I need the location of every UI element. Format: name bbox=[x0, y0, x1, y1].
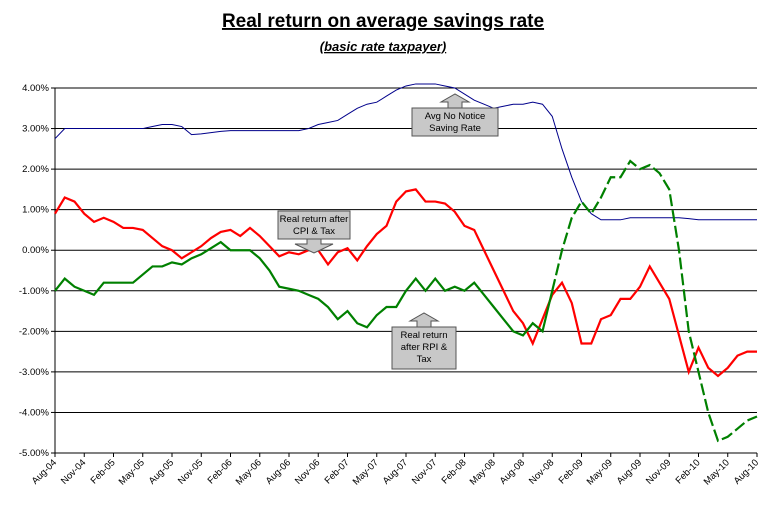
y-tick-label: -5.00% bbox=[19, 448, 50, 459]
series-real-return-rpi-line-dashed bbox=[551, 159, 758, 443]
series-real-return-rpi-line bbox=[54, 240, 554, 337]
x-tick-label: Nov-08 bbox=[527, 457, 556, 486]
y-tick-label: -1.00% bbox=[19, 286, 50, 297]
x-tick-label: Aug-07 bbox=[381, 457, 410, 486]
y-tick-label: 3.00% bbox=[22, 124, 49, 135]
x-tick-label: Feb-07 bbox=[323, 457, 352, 486]
series-lines bbox=[54, 83, 758, 443]
y-tick-label: 2.00% bbox=[22, 164, 49, 175]
y-tick-label: 4.00% bbox=[22, 83, 49, 94]
x-tick-label: May-09 bbox=[585, 457, 615, 487]
x-tick-label: Nov-07 bbox=[410, 457, 439, 486]
y-tick-label: -3.00% bbox=[19, 367, 50, 378]
arrow-up-icon bbox=[408, 312, 440, 328]
x-tick-label: Nov-06 bbox=[293, 457, 322, 486]
arrow-up-icon bbox=[439, 93, 471, 109]
x-tick-label: Feb-10 bbox=[674, 457, 703, 486]
x-tick-label: Nov-05 bbox=[176, 457, 205, 486]
x-tick-label: Aug-06 bbox=[264, 457, 293, 486]
x-tick-label: Aug-04 bbox=[30, 457, 59, 486]
y-tick-label: -4.00% bbox=[19, 407, 50, 418]
callout-box bbox=[277, 210, 351, 240]
arrow-down-icon bbox=[294, 238, 334, 254]
x-tick-label: May-08 bbox=[468, 457, 498, 487]
y-tick-label: -2.00% bbox=[19, 326, 50, 337]
x-tick-label: May-06 bbox=[234, 457, 264, 487]
x-tick-label: Nov-04 bbox=[59, 457, 88, 486]
y-axis-ticks: 4.00% 3.00% 2.00% 1.00% 0.00% -1.00% -2.00% -3.… bbox=[19, 83, 55, 459]
y-tick-label: 0.00% bbox=[22, 245, 49, 256]
callout-text: Avg No Notice bbox=[425, 111, 486, 122]
callout-text: Saving Rate bbox=[429, 123, 481, 134]
callout-box bbox=[391, 326, 457, 370]
y-tick-label: 1.00% bbox=[22, 205, 49, 216]
x-tick-label: Feb-08 bbox=[440, 457, 469, 486]
callout-box bbox=[411, 107, 499, 137]
x-tick-label: May-07 bbox=[351, 457, 381, 487]
series-avg-no-notice-line bbox=[54, 83, 757, 221]
x-tick-label: Nov-09 bbox=[644, 457, 673, 486]
callout-text: CPI & Tax bbox=[293, 226, 335, 237]
x-tick-label: May-05 bbox=[117, 457, 147, 487]
x-tick-label: Feb-09 bbox=[557, 457, 586, 486]
x-axis-ticks: Aug-04 Nov-04 Feb-05 May-05 Aug-05 Nov-05 Feb-… bbox=[30, 453, 761, 488]
chart-title: Real return on average savings rate bbox=[222, 11, 544, 32]
x-tick-label: Aug-10 bbox=[732, 457, 761, 486]
series-real-return-cpi-line bbox=[54, 188, 757, 378]
x-tick-label: May-10 bbox=[702, 457, 732, 487]
x-tick-label: Feb-06 bbox=[206, 457, 235, 486]
callout-text: Real return bbox=[401, 330, 448, 341]
callout-text: after RPI & bbox=[401, 342, 448, 353]
x-tick-label: Feb-05 bbox=[89, 457, 118, 486]
chart-subtitle: (basic rate taxpayer) bbox=[320, 39, 446, 54]
callout-text: Tax bbox=[417, 354, 432, 365]
x-tick-label: Aug-08 bbox=[498, 457, 527, 486]
x-tick-label: Aug-05 bbox=[147, 457, 176, 486]
callout-text: Real return after bbox=[280, 214, 349, 225]
x-tick-label: Aug-09 bbox=[615, 457, 644, 486]
